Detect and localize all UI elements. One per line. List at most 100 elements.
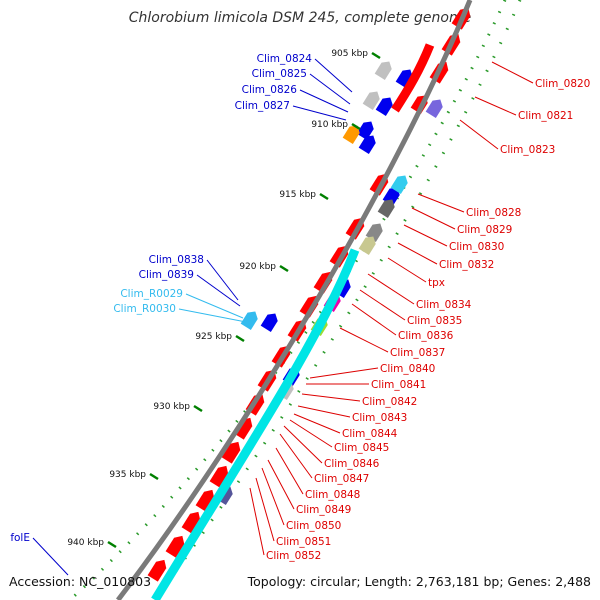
right-gene-label: Clim_0842 xyxy=(301,393,417,408)
axis-tick-mark xyxy=(279,264,289,273)
right-gene-label: Clim_0836 xyxy=(351,303,454,342)
axis-tick-label: 940 kbp xyxy=(67,538,104,548)
reverse-strand-track xyxy=(151,43,435,600)
genome-backbone xyxy=(116,0,473,600)
svg-text:Clim_0835: Clim_0835 xyxy=(407,315,462,327)
left-gene-label: Clim_0825 xyxy=(252,68,351,105)
map-title: Chlorobium limicola DSM 245, complete ge… xyxy=(129,10,472,26)
axis-tick-label: 935 kbp xyxy=(109,470,146,480)
svg-text:Clim_0850: Clim_0850 xyxy=(286,520,341,532)
left-gene-label: Clim_0826 xyxy=(242,84,349,113)
axis-tick-mark xyxy=(149,472,159,481)
right-gene-label: Clim_0843 xyxy=(297,405,407,424)
left-gene-label: Clim_0838 xyxy=(149,254,239,301)
svg-text:Clim_0828: Clim_0828 xyxy=(466,207,521,219)
svg-text:Clim_0826: Clim_0826 xyxy=(242,84,298,96)
svg-text:Clim_0848: Clim_0848 xyxy=(305,489,360,501)
right-gene-label: Clim_0851 xyxy=(255,477,331,548)
highlighted-gene xyxy=(358,236,376,255)
right-gene-label: Clim_0841 xyxy=(306,379,426,391)
svg-text:Clim_0823: Clim_0823 xyxy=(500,144,555,156)
axis-tick-label: 930 kbp xyxy=(153,402,190,412)
right-gene-label: Clim_0828 xyxy=(417,193,521,219)
gene-arrow xyxy=(209,465,229,488)
svg-text:Clim_0845: Clim_0845 xyxy=(334,442,389,454)
left-gene-label: Clim_0827 xyxy=(235,100,347,121)
svg-text:Clim_0837: Clim_0837 xyxy=(390,347,445,359)
gene-arrow xyxy=(221,441,241,464)
svg-text:folE: folE xyxy=(10,532,30,544)
svg-text:Clim_0842: Clim_0842 xyxy=(362,396,417,408)
right-gene-label: Clim_0821 xyxy=(474,96,573,122)
svg-text:Clim_0830: Clim_0830 xyxy=(449,241,504,253)
svg-text:Clim_0849: Clim_0849 xyxy=(296,504,351,516)
right-gene-label: Clim_0837 xyxy=(339,327,445,359)
right-gene-label: Clim_0844 xyxy=(293,413,398,440)
svg-text:Clim_0820: Clim_0820 xyxy=(535,78,590,90)
gene-arrow xyxy=(181,511,201,534)
highlighted-gene xyxy=(260,313,278,332)
right-gene-label: Clim_0830 xyxy=(403,224,504,253)
svg-text:Clim_0827: Clim_0827 xyxy=(235,100,290,112)
left-gene-label: Clim_0824 xyxy=(257,53,353,93)
axis-tick-mark xyxy=(107,540,117,549)
highlighted-gene xyxy=(362,91,380,110)
left-gene-label: Clim_0839 xyxy=(139,269,241,307)
svg-text:Clim_0832: Clim_0832 xyxy=(439,259,494,271)
gene-arrow xyxy=(165,535,185,558)
right-gene-label: Clim_0840 xyxy=(309,363,435,379)
svg-text:Clim_0838: Clim_0838 xyxy=(149,254,204,266)
svg-text:Clim_0824: Clim_0824 xyxy=(257,53,313,65)
highlighted-gene xyxy=(240,311,258,330)
highlighted-gene xyxy=(356,121,374,140)
right-gene-label: Clim_0847 xyxy=(279,433,369,485)
axis-tick-label: 915 kbp xyxy=(279,190,316,200)
highlighted-gene xyxy=(342,125,360,144)
right-gene-labels: Clim_0820 Clim_0821 Clim_0823 Clim_0828 Clim… xyxy=(249,61,590,562)
svg-text:Clim_0840: Clim_0840 xyxy=(380,363,435,375)
right-gene-label: Clim_0849 xyxy=(267,459,351,516)
accession-label: Accession: NC_010803 xyxy=(9,574,152,589)
gene-arrow xyxy=(147,559,167,582)
highlighted-gene xyxy=(390,175,408,194)
axis-tick-mark xyxy=(235,334,245,343)
svg-text:Clim_0843: Clim_0843 xyxy=(352,412,407,424)
svg-text:Clim_R0029: Clim_R0029 xyxy=(120,288,183,300)
gene-arrow xyxy=(233,417,253,440)
genome-summary-label: Topology: circular; Length: 2,763,181 bp… xyxy=(247,574,591,589)
right-gene-label: Clim_0846 xyxy=(283,425,380,470)
svg-text:Clim_0841: Clim_0841 xyxy=(371,379,426,391)
svg-text:Clim_R0030: Clim_R0030 xyxy=(113,303,176,315)
axis-tick-label: 910 kbp xyxy=(311,120,348,130)
svg-text:Clim_0844: Clim_0844 xyxy=(342,428,398,440)
svg-text:Clim_0846: Clim_0846 xyxy=(324,458,380,470)
right-gene-label: Clim_0850 xyxy=(261,467,341,532)
axis-tick-mark xyxy=(351,122,361,131)
svg-text:Clim_0852: Clim_0852 xyxy=(266,550,321,562)
right-gene-label: Clim_0845 xyxy=(289,419,389,454)
svg-text:Clim_0851: Clim_0851 xyxy=(276,536,331,548)
axis-tick-mark xyxy=(193,404,203,413)
ortholog-band xyxy=(151,248,360,600)
highlighted-gene xyxy=(374,61,392,80)
right-gene-label: Clim_0835 xyxy=(359,289,462,327)
gene-arrow xyxy=(195,489,215,512)
axis-tick-label: 905 kbp xyxy=(331,49,368,59)
highlighted-gene xyxy=(375,97,393,116)
svg-text:Clim_0836: Clim_0836 xyxy=(398,330,454,342)
svg-text:Clim_0825: Clim_0825 xyxy=(252,68,307,80)
right-gene-label: Clim_0832 xyxy=(397,242,494,271)
highlighted-gene xyxy=(358,135,376,154)
left-gene-label: Clim_R0029 xyxy=(120,288,244,319)
axis-tick-label: 920 kbp xyxy=(239,262,276,272)
axis-tick-mark xyxy=(371,51,381,60)
axis-tick-label: 925 kbp xyxy=(195,332,232,342)
right-gene-label: Clim_0848 xyxy=(275,447,360,501)
right-gene-label: tpx xyxy=(387,257,445,289)
highlighted-gene xyxy=(425,99,443,118)
svg-text:Clim_0821: Clim_0821 xyxy=(518,110,573,122)
svg-text:Clim_0847: Clim_0847 xyxy=(314,473,369,485)
right-gene-label: Clim_0852 xyxy=(249,487,321,562)
